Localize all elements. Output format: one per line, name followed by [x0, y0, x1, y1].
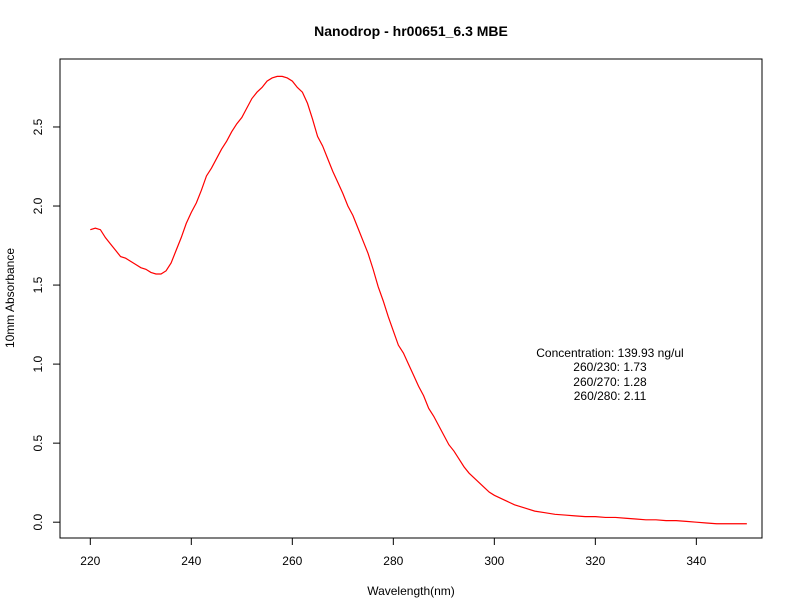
- absorbance-curve: [90, 75, 747, 525]
- x-axis-label: Wavelength(nm): [367, 584, 455, 598]
- x-tick-label: 260: [282, 554, 302, 568]
- y-tick-label: 2.0: [31, 197, 45, 214]
- ratio-260-280-text: 260/280: 2.11: [574, 389, 647, 403]
- y-tick-label: 0.5: [31, 434, 45, 451]
- y-tick-label: 0.0: [31, 514, 45, 531]
- y-axis: 0.0 0.5 1.0 1.5 2.0 2.5: [31, 118, 61, 531]
- x-tick-label: 240: [181, 554, 201, 568]
- concentration-text: Concentration: 139.93 ng/ul: [536, 346, 683, 360]
- x-tick-label: 300: [484, 554, 504, 568]
- x-tick-label: 320: [585, 554, 605, 568]
- ratio-260-270-text: 260/270: 1.28: [573, 375, 647, 389]
- x-axis: 220 240 260 280 300 320 340: [80, 537, 707, 568]
- y-tick-label: 1.0: [31, 355, 45, 372]
- x-tick-label: 220: [80, 554, 100, 568]
- y-tick-label: 1.5: [31, 276, 45, 293]
- ratio-260-230-text: 260/230: 1.73: [573, 360, 647, 374]
- y-tick-label: 2.5: [31, 118, 45, 135]
- x-tick-label: 340: [686, 554, 706, 568]
- x-tick-label: 280: [383, 554, 403, 568]
- annotation-block: Concentration: 139.93 ng/ul 260/230: 1.7…: [536, 346, 683, 403]
- plot-frame: [59, 58, 763, 539]
- y-axis-label: 10mm Absorbance: [3, 248, 17, 348]
- chart-title: Nanodrop - hr00651_6.3 MBE: [314, 23, 508, 39]
